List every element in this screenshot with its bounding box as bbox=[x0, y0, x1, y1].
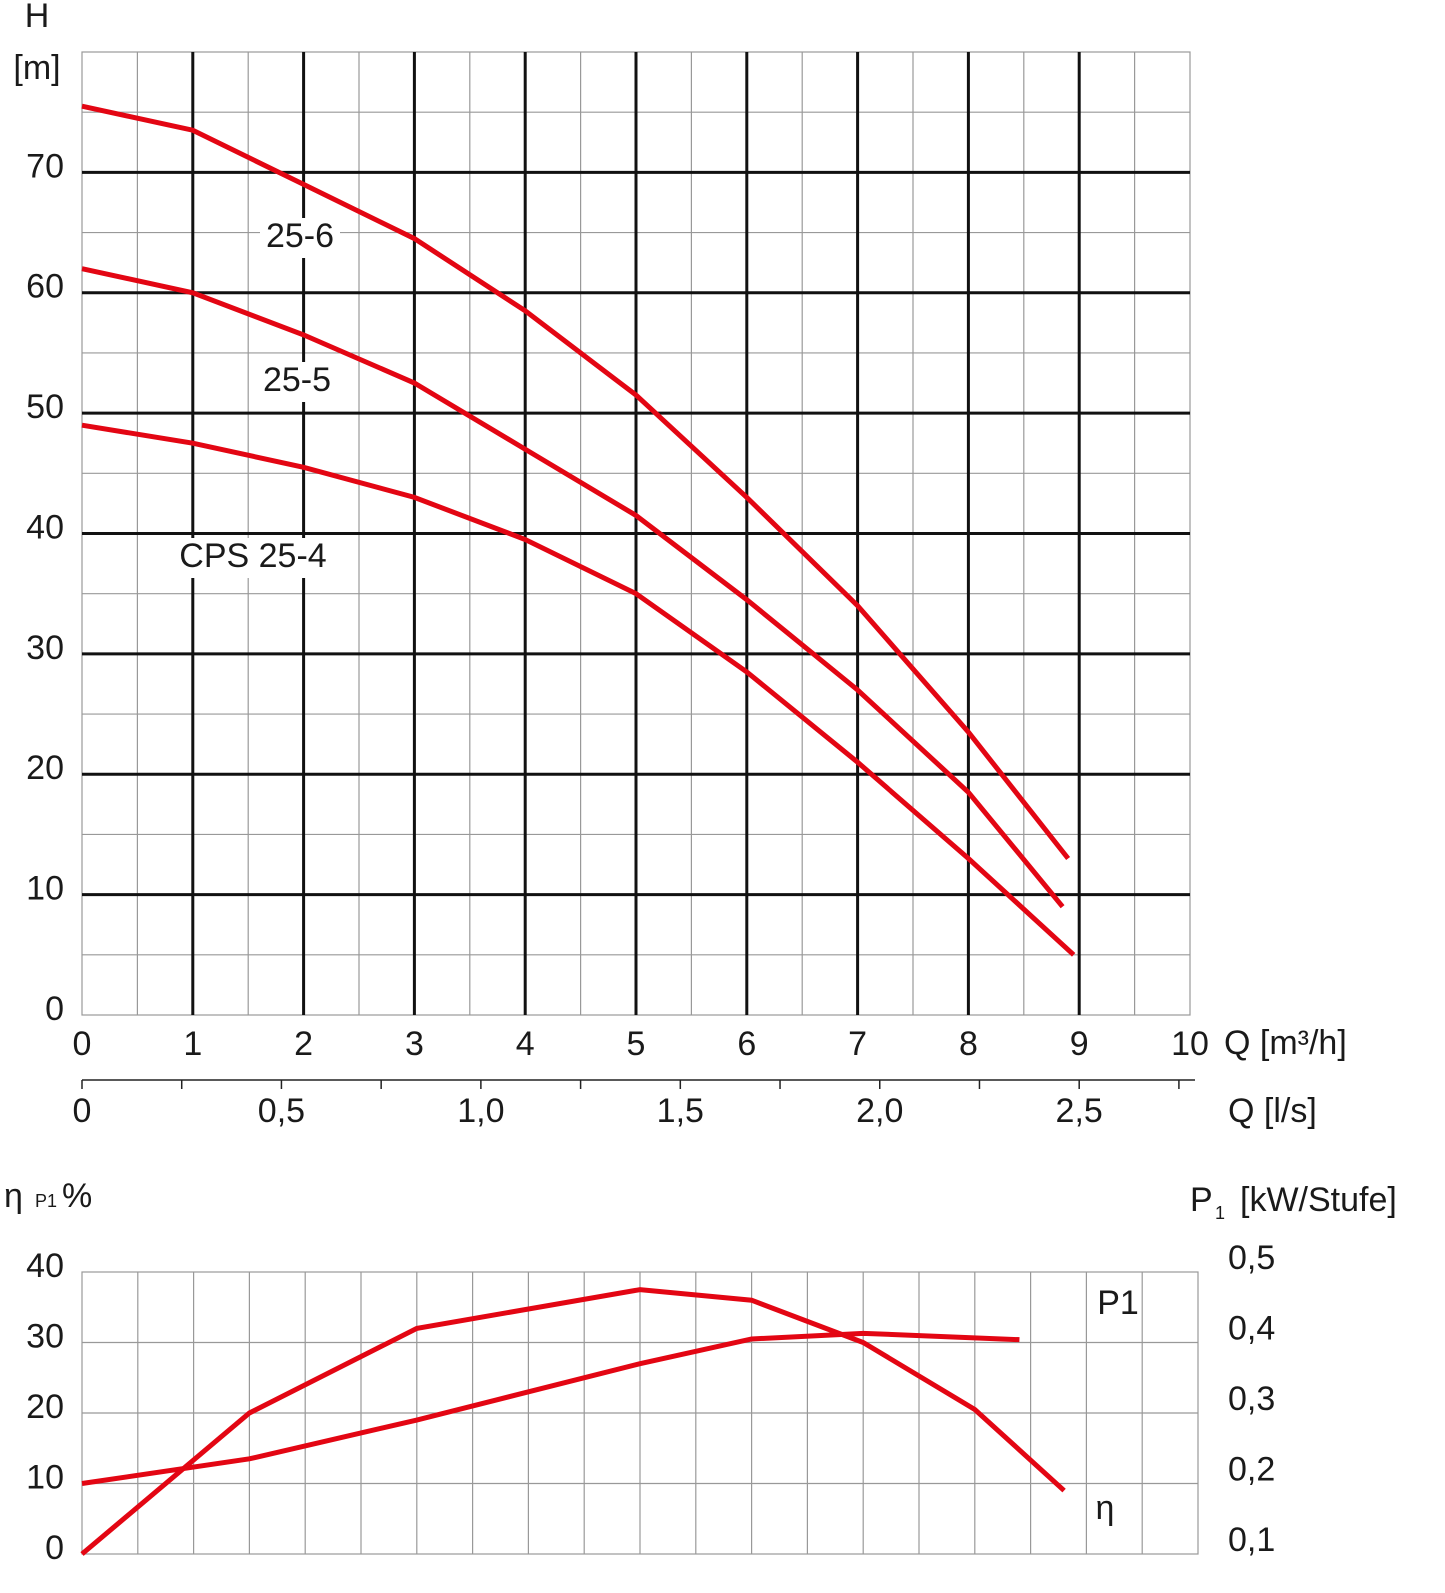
x-label: Q [m³/h] bbox=[1224, 1024, 1347, 1062]
y-tick-label: 50 bbox=[26, 388, 64, 426]
series-line bbox=[81, 103, 1071, 861]
y2-tick-label: 0,1 bbox=[1228, 1521, 1275, 1559]
series-label: η bbox=[1096, 1489, 1115, 1527]
label-background bbox=[260, 218, 340, 258]
y2-tick-label: 0,3 bbox=[1228, 1380, 1275, 1418]
x2-label: Q [l/s] bbox=[1228, 1092, 1317, 1130]
series-label: CPS 25-4 bbox=[179, 537, 326, 575]
x2-tick-label: 0 bbox=[73, 1092, 92, 1130]
x-tick-label: 8 bbox=[959, 1025, 978, 1063]
x2-tick-label: 1,0 bbox=[457, 1092, 504, 1130]
label-background bbox=[257, 362, 337, 402]
series-line bbox=[81, 266, 1065, 909]
x2-tick-label: 1,5 bbox=[657, 1092, 704, 1130]
x-tick-label: 0 bbox=[73, 1025, 92, 1063]
y-tick-label: 20 bbox=[26, 1388, 64, 1426]
y2-tick-label: 0,5 bbox=[1228, 1239, 1275, 1277]
series-line bbox=[81, 422, 1076, 957]
y2-tick-label: 0,2 bbox=[1228, 1450, 1275, 1488]
x-tick-label: 6 bbox=[737, 1025, 756, 1063]
x-tick-label: 7 bbox=[848, 1025, 867, 1063]
y-unit: [m] bbox=[13, 49, 60, 87]
series-label: P1 bbox=[1097, 1284, 1139, 1322]
series-label: 25-5 bbox=[263, 361, 331, 399]
x2-tick-label: 2,0 bbox=[856, 1092, 903, 1130]
y-label-subscript: P1 bbox=[35, 1191, 57, 1211]
y2-label-unit: [kW/Stufe] bbox=[1240, 1181, 1397, 1219]
series-line bbox=[80, 1287, 1066, 1556]
series-label: 25-6 bbox=[266, 217, 334, 255]
y-tick-label: 30 bbox=[26, 629, 64, 667]
x2-tick-label: 0,5 bbox=[258, 1092, 305, 1130]
y-tick-label: 70 bbox=[26, 147, 64, 185]
y-tick-label: 20 bbox=[26, 749, 64, 787]
y-label-symbol: η bbox=[4, 1177, 23, 1215]
y-tick-label: 30 bbox=[26, 1317, 64, 1355]
y-tick-label: 10 bbox=[26, 870, 64, 908]
x-tick-label: 2 bbox=[294, 1025, 313, 1063]
x-tick-label: 4 bbox=[516, 1025, 535, 1063]
y-tick-label: 40 bbox=[26, 1247, 64, 1285]
y-tick-label: 0 bbox=[45, 990, 64, 1028]
y-tick-label: 10 bbox=[26, 1458, 64, 1496]
y-tick-label: 0 bbox=[45, 1529, 64, 1567]
y-label-unit: % bbox=[62, 1177, 92, 1215]
y-tick-label: 60 bbox=[26, 268, 64, 306]
y2-label-subscript: 1 bbox=[1215, 1203, 1225, 1223]
x2-tick-label: 2,5 bbox=[1056, 1092, 1103, 1130]
x-tick-label: 3 bbox=[405, 1025, 424, 1063]
x-tick-label: 1 bbox=[183, 1025, 202, 1063]
series-line bbox=[81, 1330, 1020, 1486]
x-tick-label: 9 bbox=[1070, 1025, 1089, 1063]
y-tick-label: 40 bbox=[26, 508, 64, 546]
x-tick-label: 10 bbox=[1171, 1025, 1209, 1063]
y2-tick-label: 0,4 bbox=[1228, 1309, 1275, 1347]
y2-label-symbol: P bbox=[1190, 1181, 1213, 1219]
label-background bbox=[171, 538, 335, 578]
y-label: H bbox=[25, 0, 50, 35]
x-tick-label: 5 bbox=[627, 1025, 646, 1063]
